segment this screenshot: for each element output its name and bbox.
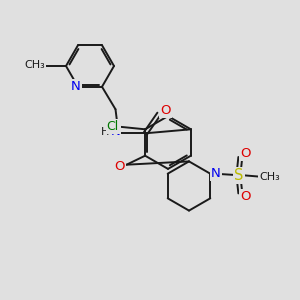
Text: O: O	[160, 104, 171, 117]
Text: CH₃: CH₃	[259, 172, 280, 182]
Text: O: O	[115, 160, 125, 173]
Text: O: O	[241, 190, 251, 203]
Text: CH₃: CH₃	[24, 60, 45, 70]
Text: N: N	[211, 167, 220, 180]
Text: H: H	[101, 127, 109, 137]
Text: O: O	[241, 147, 251, 160]
Text: N: N	[111, 125, 120, 138]
Text: N: N	[71, 80, 80, 93]
Text: Cl: Cl	[106, 120, 119, 133]
Text: S: S	[234, 168, 244, 183]
